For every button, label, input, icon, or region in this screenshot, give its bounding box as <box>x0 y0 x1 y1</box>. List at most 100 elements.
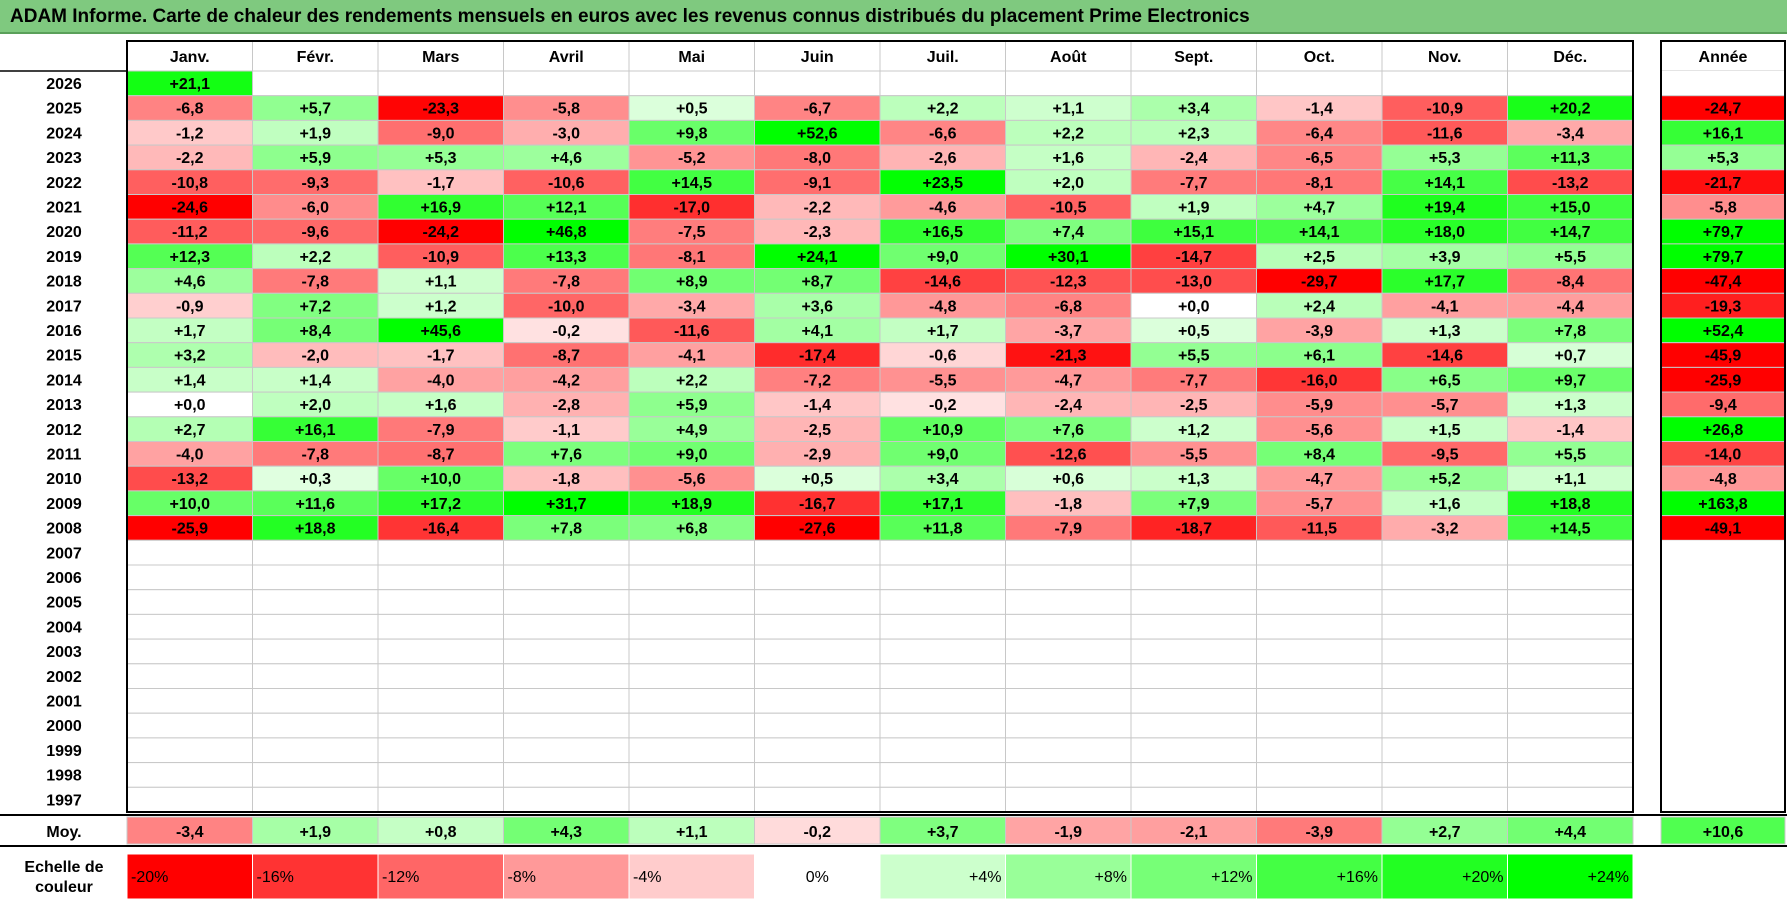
cell-value: -9,5 <box>1431 447 1459 464</box>
heatmap-cell <box>377 366 504 393</box>
annual-cell <box>1660 292 1786 319</box>
heatmap-cell <box>377 786 504 813</box>
heatmap-cell <box>1130 218 1257 245</box>
heatmap-cell <box>1507 589 1634 615</box>
heatmap-cell <box>628 95 755 121</box>
heatmap-cell <box>1256 317 1383 344</box>
heatmap-cell <box>126 539 253 566</box>
cell-value: -0,2 <box>552 323 580 340</box>
cell-value: +5,9 <box>676 397 708 414</box>
year-label: 2023 <box>46 150 82 167</box>
year-label: 2016 <box>46 323 82 340</box>
cell-value: -0,2 <box>929 397 957 414</box>
cell-value: -3,0 <box>552 125 580 142</box>
heatmap-cell <box>1381 737 1508 764</box>
heatmap-cell <box>126 194 253 220</box>
cell-value: -14,6 <box>925 274 962 291</box>
heatmap-cell <box>377 762 504 788</box>
heatmap-cell <box>1507 317 1634 344</box>
heatmap-cell <box>1381 317 1508 344</box>
cell-value: +9,7 <box>1554 372 1586 389</box>
cell-value: +5,3 <box>425 150 457 167</box>
heatmap-cell <box>879 391 1006 418</box>
year-label: 2012 <box>46 422 82 439</box>
year-label: 2006 <box>46 570 82 587</box>
cell-value: -16,7 <box>799 496 836 513</box>
heatmap-cell <box>252 663 379 689</box>
heatmap-cell <box>754 441 881 467</box>
heatmap-cell <box>503 490 630 517</box>
heatmap-cell <box>754 317 881 344</box>
cell-value: +0,6 <box>1052 471 1084 488</box>
annual-value: -25,9 <box>1705 372 1742 389</box>
annual-cell <box>1661 737 1785 763</box>
cell-value: -6,8 <box>1054 298 1082 315</box>
cell-value: -1,4 <box>803 397 831 414</box>
heatmap-cell <box>1381 70 1508 97</box>
annual-value: +16,1 <box>1703 125 1744 142</box>
heatmap-cell <box>628 712 755 739</box>
heatmap-cell <box>126 144 253 171</box>
heatmap-cell <box>1507 95 1634 121</box>
cell-value: -2,2 <box>176 150 204 167</box>
cell-value: -5,5 <box>929 372 957 389</box>
heatmap-cell <box>1507 712 1634 739</box>
cell-value: +14,5 <box>1550 521 1591 538</box>
cell-value: +3,4 <box>1178 101 1210 118</box>
heatmap-cell <box>252 712 379 739</box>
heatmap-cell <box>503 317 630 344</box>
cell-value: -1,7 <box>427 348 455 365</box>
annual-value: -9,4 <box>1709 397 1737 414</box>
avg-value: +4,3 <box>550 824 582 841</box>
heatmap-cell <box>1256 194 1383 220</box>
annual-value: +5,3 <box>1707 150 1739 167</box>
cell-value: +2,5 <box>1303 249 1335 266</box>
cell-value: -4,8 <box>929 298 957 315</box>
scale-stop-label: -16% <box>257 869 294 886</box>
heatmap-cell <box>754 342 881 368</box>
annual-cell <box>1660 144 1786 171</box>
heatmap-cell <box>1381 688 1508 714</box>
annual-value: -21,7 <box>1705 175 1742 192</box>
annual-cell <box>1661 787 1785 812</box>
heatmap-cell <box>628 613 755 640</box>
cell-value: +15,0 <box>1550 200 1591 217</box>
cell-value: +8,7 <box>801 274 833 291</box>
heatmap-cell <box>1130 564 1257 591</box>
cell-value: +46,8 <box>546 224 587 241</box>
cell-value: -6,8 <box>176 101 204 118</box>
heatmap-cell <box>1005 613 1132 640</box>
heatmap-cell <box>1381 663 1508 689</box>
heatmap-cell <box>1381 194 1508 220</box>
heatmap-cell <box>503 688 630 714</box>
heatmap-cell <box>1381 119 1508 146</box>
heatmap-cell <box>1381 589 1508 615</box>
heatmap-cell <box>1381 515 1508 541</box>
annual-avg-cell <box>1660 816 1786 845</box>
cell-value: -11,5 <box>1301 521 1337 538</box>
cell-value: -1,8 <box>1054 496 1082 513</box>
scale-stop-label: +24% <box>1588 869 1629 886</box>
cell-value: +1,1 <box>1554 471 1586 488</box>
heatmap-cell <box>879 292 1006 319</box>
heatmap-cell <box>754 564 881 591</box>
heatmap-cell <box>252 169 379 196</box>
cell-value: +10,0 <box>421 471 462 488</box>
cell-value: -6,7 <box>803 101 831 118</box>
heatmap-cell <box>1005 762 1132 788</box>
annual-cell <box>1660 95 1786 121</box>
cell-value: -2,5 <box>1180 397 1208 414</box>
cell-value: +1,7 <box>174 323 206 340</box>
scale-stop-label: -8% <box>508 869 536 886</box>
cell-value: -16,0 <box>1301 372 1338 389</box>
heatmap-cell <box>503 786 630 813</box>
year-label: 2000 <box>46 718 82 735</box>
annual-cell <box>1660 515 1786 541</box>
heatmap-cell <box>754 663 881 689</box>
annual-value: +79,7 <box>1703 224 1744 241</box>
heatmap-cell <box>879 688 1006 714</box>
heatmap-cell <box>377 515 504 541</box>
heatmap-cell <box>377 737 504 764</box>
heatmap-cell <box>1256 712 1383 739</box>
cell-value: -6,0 <box>301 200 329 217</box>
